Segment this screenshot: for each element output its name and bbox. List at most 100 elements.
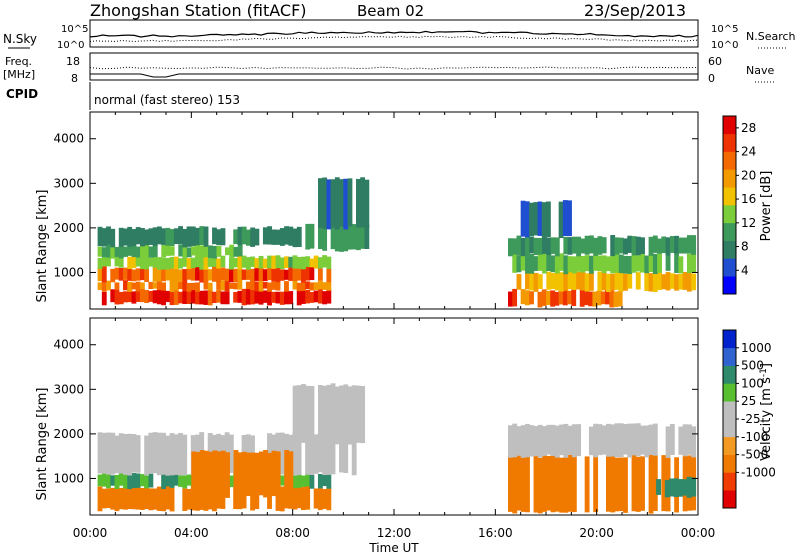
data-cell (576, 236, 582, 257)
data-cell (305, 266, 311, 281)
data-cell (250, 256, 255, 267)
data-cell (567, 425, 573, 455)
data-cell (178, 281, 183, 290)
data-cell (123, 291, 128, 303)
data-cell (220, 255, 226, 268)
data-cell (665, 426, 671, 458)
data-cell (182, 255, 188, 267)
data-cell (135, 473, 141, 488)
data-cell (225, 247, 230, 256)
data-cell (182, 434, 188, 476)
data-cell (144, 435, 150, 476)
data-cell (284, 281, 289, 292)
data-cell (610, 235, 616, 257)
data-cell (288, 486, 294, 509)
data-cell (305, 256, 311, 267)
data-cell (144, 229, 150, 246)
data-cell (127, 474, 133, 490)
data-cell (525, 423, 530, 458)
data-cell (169, 487, 175, 512)
data-cell (131, 229, 137, 247)
data-cell (267, 291, 272, 306)
data-cell (554, 291, 560, 306)
data-cell (220, 450, 226, 495)
data-cell (512, 238, 518, 255)
data-cell (525, 456, 530, 513)
data-cell (533, 426, 539, 457)
data-cell (609, 289, 615, 308)
colorbar-swatch (723, 222, 736, 241)
data-cell (288, 226, 294, 246)
data-cell (597, 424, 603, 456)
data-cell (267, 486, 272, 509)
data-cell (524, 201, 530, 238)
data-cell (250, 488, 255, 511)
data-cell (635, 272, 641, 290)
data-cell (610, 256, 616, 274)
data-cell (279, 432, 285, 475)
data-cell (674, 274, 680, 291)
data-cell (584, 456, 590, 513)
data-cell (284, 488, 289, 509)
data-cell (156, 289, 162, 305)
data-cell (686, 476, 692, 498)
data-cell (191, 451, 197, 496)
data-cell (148, 281, 154, 290)
data-cell (567, 256, 573, 273)
data-cell (512, 288, 518, 307)
data-cell (317, 268, 323, 281)
data-cell (330, 435, 336, 475)
data-cell (296, 226, 302, 247)
data-cell (563, 272, 569, 291)
data-cell (525, 271, 530, 290)
x-tick-label: 08:00 (275, 526, 310, 540)
data-cell (296, 435, 302, 476)
data-cell (301, 282, 306, 292)
data-cell (614, 423, 620, 458)
data-cell (541, 289, 547, 306)
data-cell (165, 257, 171, 270)
data-cell (537, 237, 543, 255)
data-cell (567, 200, 572, 237)
data-cell (144, 244, 150, 258)
data-cell (571, 272, 577, 290)
data-cell (529, 253, 535, 274)
data-cell (131, 282, 137, 290)
data-cell (288, 291, 294, 305)
data-cell (101, 280, 107, 292)
data-cell (161, 474, 167, 490)
data-cell (97, 267, 103, 282)
colorbar-swatch (723, 419, 736, 438)
nsky-tick-bottom: 10^0 (57, 40, 84, 51)
data-cell (674, 235, 680, 254)
data-cell (279, 291, 285, 305)
data-cell (529, 202, 534, 237)
data-cell (127, 256, 133, 270)
nave-tick-bottom: 0 (708, 72, 715, 85)
data-cell (186, 266, 192, 280)
data-cell (334, 386, 340, 445)
data-cell (322, 255, 328, 268)
data-cell (165, 227, 171, 246)
data-cell (258, 255, 264, 269)
data-cell (691, 235, 697, 255)
data-cell (631, 423, 637, 456)
data-cell (161, 257, 167, 270)
data-cell (601, 273, 607, 291)
data-cell (313, 255, 319, 269)
data-cell (691, 477, 697, 497)
data-cell (669, 236, 675, 253)
data-cell (207, 269, 213, 281)
data-cell (216, 451, 222, 498)
nave-tick-top: 60 (708, 55, 722, 68)
data-cell (656, 479, 662, 495)
data-cell (190, 226, 196, 247)
data-cell (339, 223, 344, 252)
data-cell (135, 486, 141, 510)
data-cell (203, 226, 209, 247)
data-cell (292, 474, 298, 489)
data-cell (661, 455, 667, 512)
data-cell (356, 178, 361, 228)
data-cell (275, 291, 281, 304)
data-cell (678, 237, 684, 254)
